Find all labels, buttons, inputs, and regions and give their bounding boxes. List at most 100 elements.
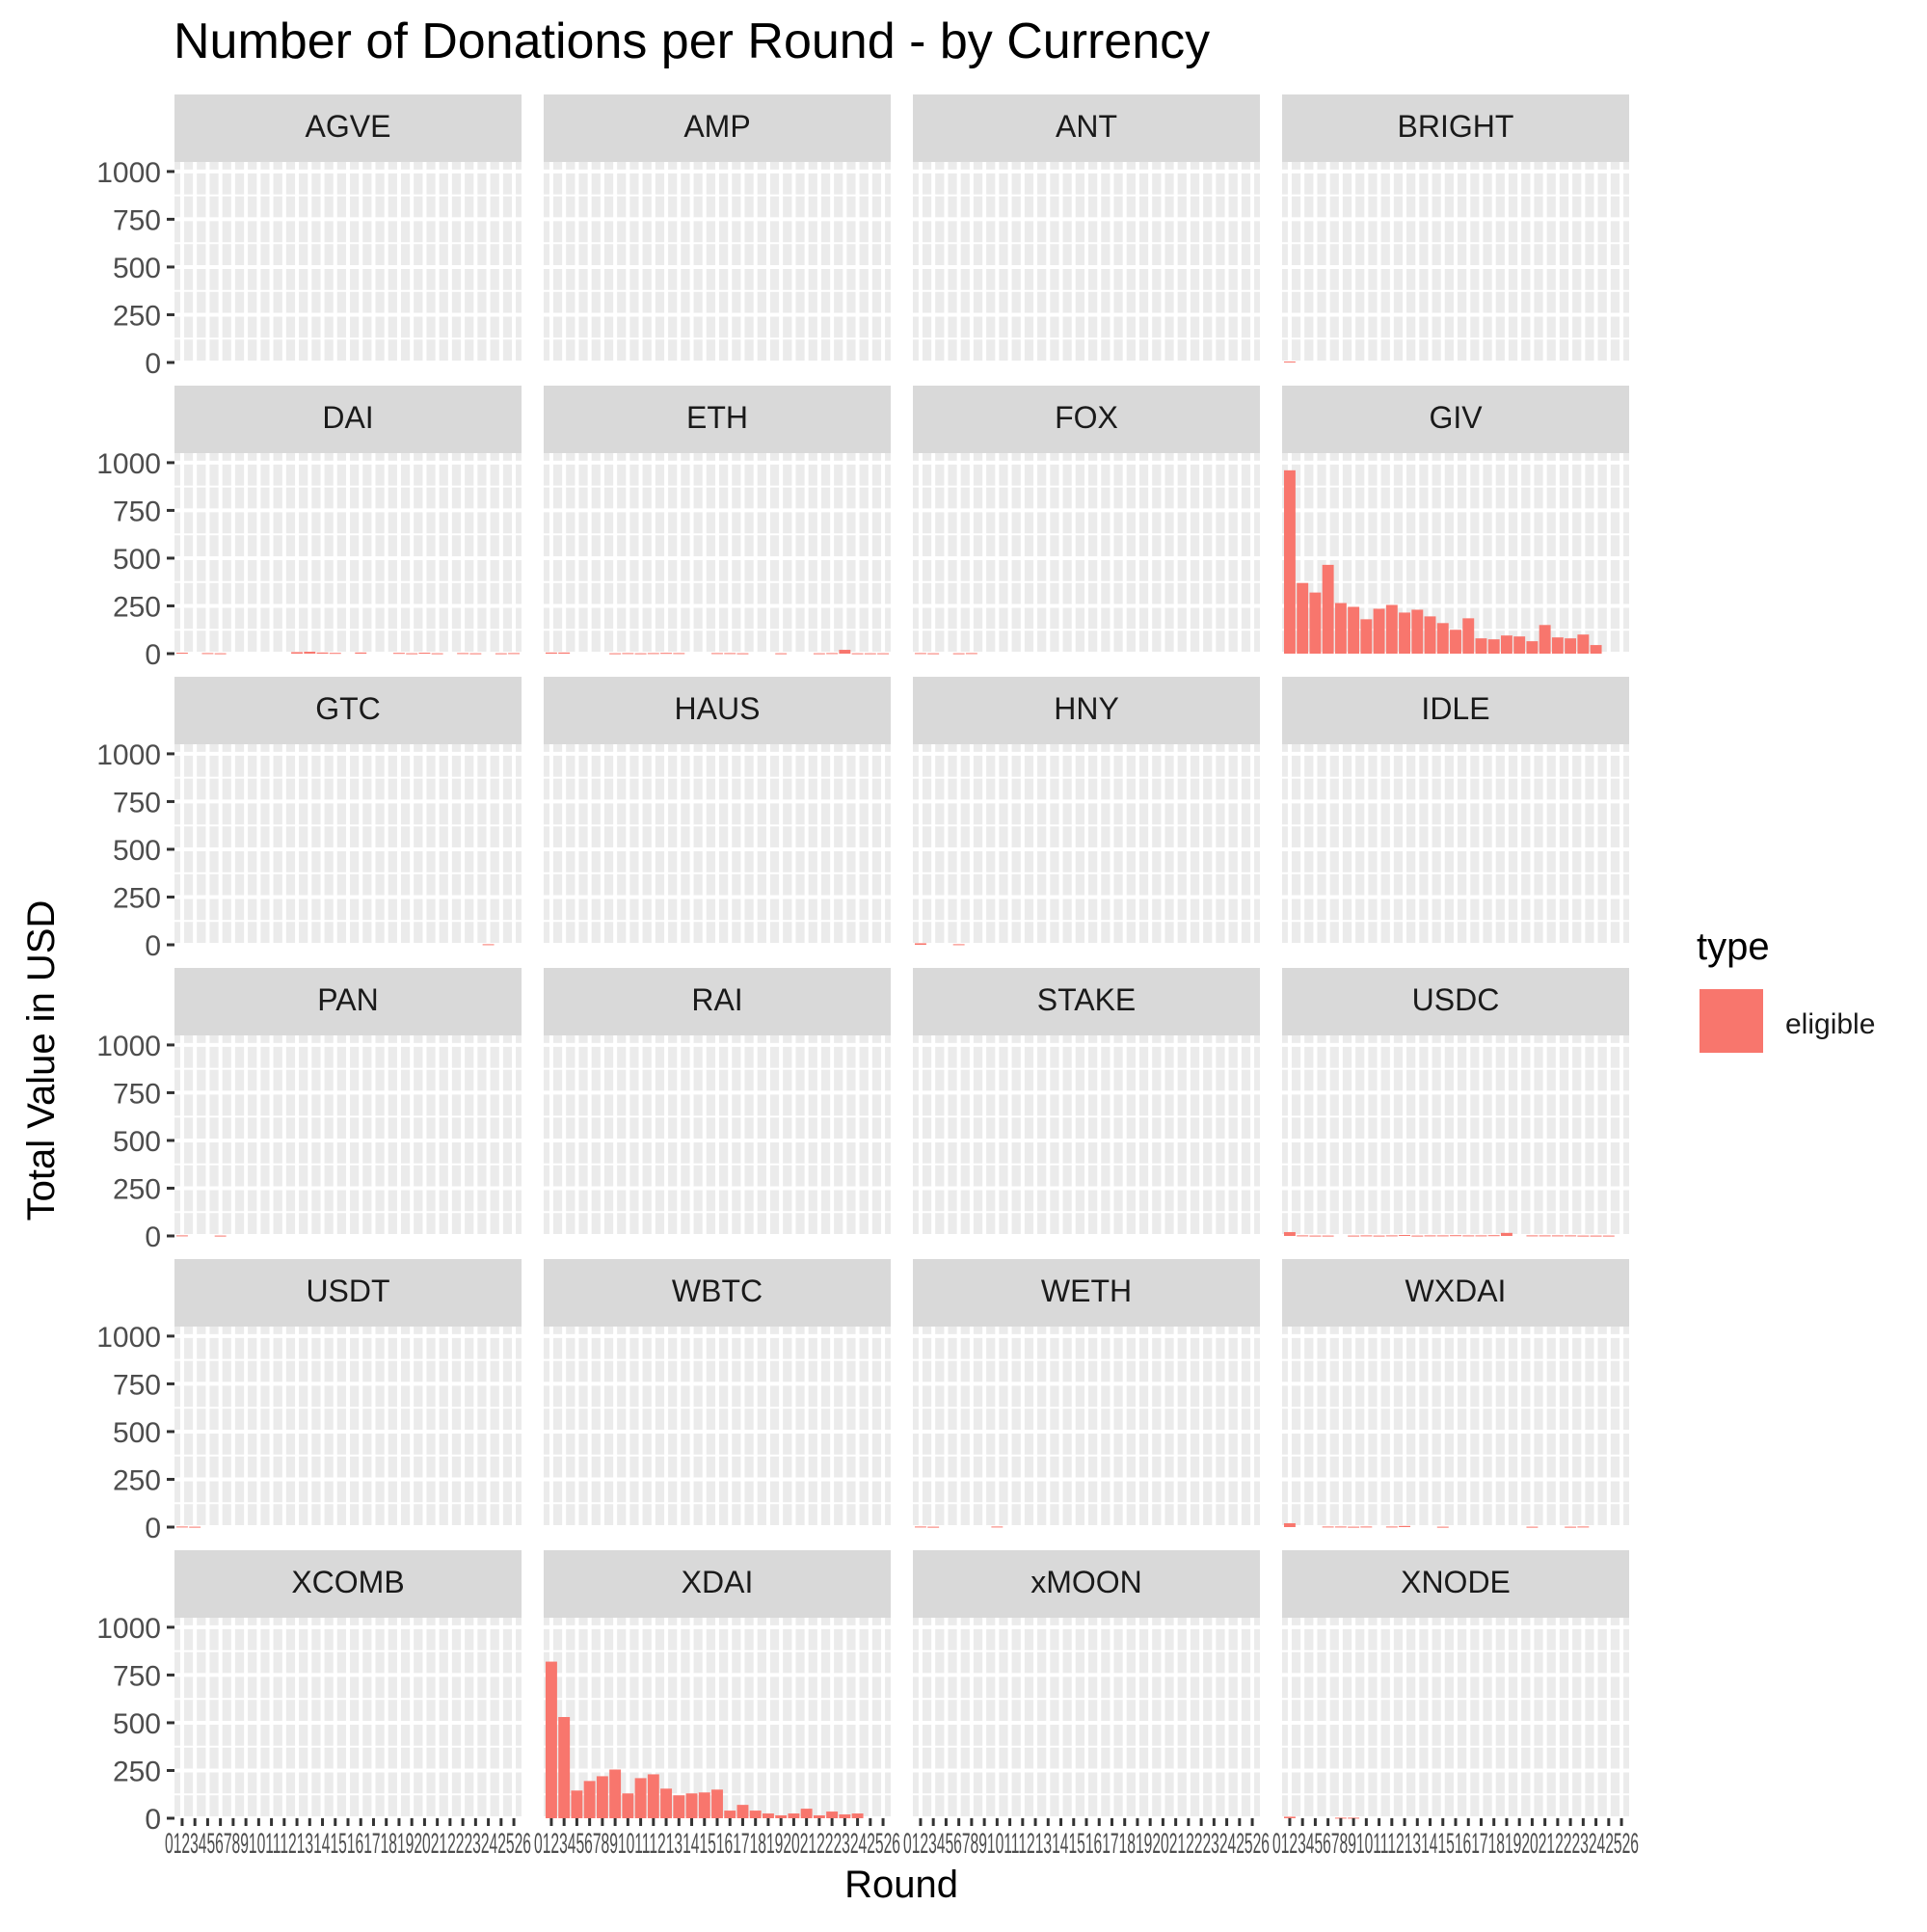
strip-label: STAKE	[1037, 982, 1137, 1017]
strip-label: ANT	[1056, 109, 1117, 144]
bar-usdc-round-14	[1462, 1235, 1475, 1237]
bar-wxdai-round-22	[1565, 1526, 1577, 1528]
panel-giv: GIV	[1282, 386, 1629, 656]
panel-fox: FOX	[913, 386, 1260, 656]
strip-label: WBTC	[672, 1274, 763, 1308]
bar-giv-round-21	[1551, 637, 1564, 654]
bar-fox-round-3	[952, 653, 965, 655]
bar-usdc-round-7	[1373, 1235, 1385, 1237]
y-tick-label: 750	[113, 787, 161, 818]
bar-giv-round-10	[1411, 609, 1424, 654]
strip-stake	[913, 968, 1260, 1035]
bar-dai-round-23	[469, 653, 482, 655]
strip-xnode	[1282, 1550, 1629, 1618]
bar-eth-round-8	[647, 653, 659, 655]
bar-pan-round-3	[214, 1235, 227, 1237]
bar-xdai-round-6	[622, 1793, 634, 1818]
strip-label: AMP	[683, 109, 750, 144]
y-tick-label: 0	[145, 348, 161, 380]
panel-hny: HNY	[913, 677, 1260, 947]
bar-giv-round-3	[1322, 564, 1334, 654]
bar-dai-round-19	[418, 653, 431, 655]
bar-wxdai-round-8	[1385, 1526, 1398, 1528]
bar-wxdai-round-0	[1283, 1523, 1296, 1527]
bar-giv-round-11	[1424, 616, 1436, 654]
bar-xdai-round-7	[634, 1778, 647, 1818]
strip-label: XNODE	[1401, 1565, 1511, 1599]
panel-xmoon: xMOON	[913, 1550, 1260, 1820]
panel-gtc: GTC	[174, 677, 522, 947]
bar-eth-round-7	[634, 653, 647, 655]
bar-xdai-round-14	[724, 1811, 736, 1818]
bar-xdai-round-23	[839, 1814, 851, 1818]
strip-label: GTC	[315, 691, 381, 726]
y-tick-label: 250	[113, 1756, 161, 1787]
bar-dai-round-10	[304, 652, 316, 654]
bar-eth-round-9	[660, 653, 673, 655]
strip-wxdai	[1282, 1259, 1629, 1327]
panel-wbtc: WBTC	[544, 1259, 891, 1529]
panel-eth: ETH	[544, 386, 891, 656]
bar-usdc-round-9	[1399, 1235, 1411, 1237]
bar-eth-round-6	[622, 653, 634, 655]
strip-label: xMOON	[1030, 1565, 1142, 1599]
x-axes: 0123456789101112131415161718192021222324…	[165, 1818, 1639, 1860]
y-tick-label: 1000	[96, 739, 161, 771]
strip-xdai	[544, 1550, 891, 1618]
bar-weth-round-6	[991, 1526, 1004, 1528]
bar-giv-round-17	[1500, 635, 1512, 654]
strip-label: HNY	[1054, 691, 1119, 726]
panel-wxdai: WXDAI	[1282, 1259, 1629, 1529]
bar-dai-round-12	[329, 653, 341, 655]
bar-hny-round-3	[952, 944, 965, 946]
strip-rai	[544, 968, 891, 1035]
bar-dai-round-9	[291, 652, 304, 654]
x-tick-labels: 0123456789101112131415161718192021222324…	[1272, 1828, 1639, 1860]
y-tick-label: 1000	[96, 1613, 161, 1645]
bar-eth-round-23	[839, 650, 851, 654]
bar-usdc-round-13	[1450, 1235, 1461, 1237]
bar-dai-round-14	[355, 652, 367, 654]
bar-usdt-round-0	[175, 1526, 188, 1528]
strip-fox	[913, 386, 1260, 453]
bar-eth-round-1	[558, 652, 571, 654]
bar-dai-round-2	[201, 653, 214, 655]
strip-label: USDC	[1412, 982, 1500, 1017]
bar-eth-round-0	[545, 652, 557, 654]
bar-eth-round-14	[724, 653, 736, 655]
bar-giv-round-13	[1450, 630, 1461, 654]
strip-label: ETH	[686, 400, 748, 435]
strip-agve	[174, 94, 522, 162]
legend-key-eligible	[1698, 987, 1765, 1055]
strip-xcomb	[174, 1550, 522, 1618]
bar-giv-round-6	[1360, 619, 1373, 654]
bar-weth-round-1	[927, 1526, 940, 1528]
bar-usdc-round-5	[1348, 1235, 1360, 1237]
bar-wxdai-round-12	[1436, 1526, 1449, 1528]
strip-hny	[913, 677, 1260, 744]
y-tick-label: 250	[113, 300, 161, 332]
bar-eth-round-22	[826, 653, 839, 655]
bar-giv-round-15	[1475, 638, 1487, 654]
bar-xdai-round-17	[762, 1813, 774, 1818]
y-tick-label: 500	[113, 253, 161, 284]
bar-xdai-round-12	[698, 1792, 710, 1818]
y-tick-label: 0	[145, 639, 161, 671]
bar-usdc-round-11	[1424, 1235, 1436, 1237]
strip-bright	[1282, 94, 1629, 162]
x-axis-title: Round	[844, 1864, 958, 1906]
bar-giv-round-19	[1526, 641, 1539, 654]
bar-dai-round-20	[431, 653, 443, 655]
bar-usdc-round-21	[1551, 1235, 1564, 1237]
bar-eth-round-21	[813, 653, 825, 655]
bar-eth-round-25	[864, 653, 876, 655]
strip-usdt	[174, 1259, 522, 1327]
y-tick-label: 1000	[96, 1031, 161, 1062]
bar-gtc-round-24	[482, 944, 495, 946]
bar-giv-round-20	[1539, 625, 1551, 654]
bar-xdai-round-10	[673, 1795, 685, 1818]
bar-xdai-round-5	[609, 1769, 622, 1818]
bar-xdai-round-16	[749, 1811, 762, 1818]
y-tick-label: 500	[113, 1126, 161, 1158]
strip-xmoon	[913, 1550, 1260, 1618]
